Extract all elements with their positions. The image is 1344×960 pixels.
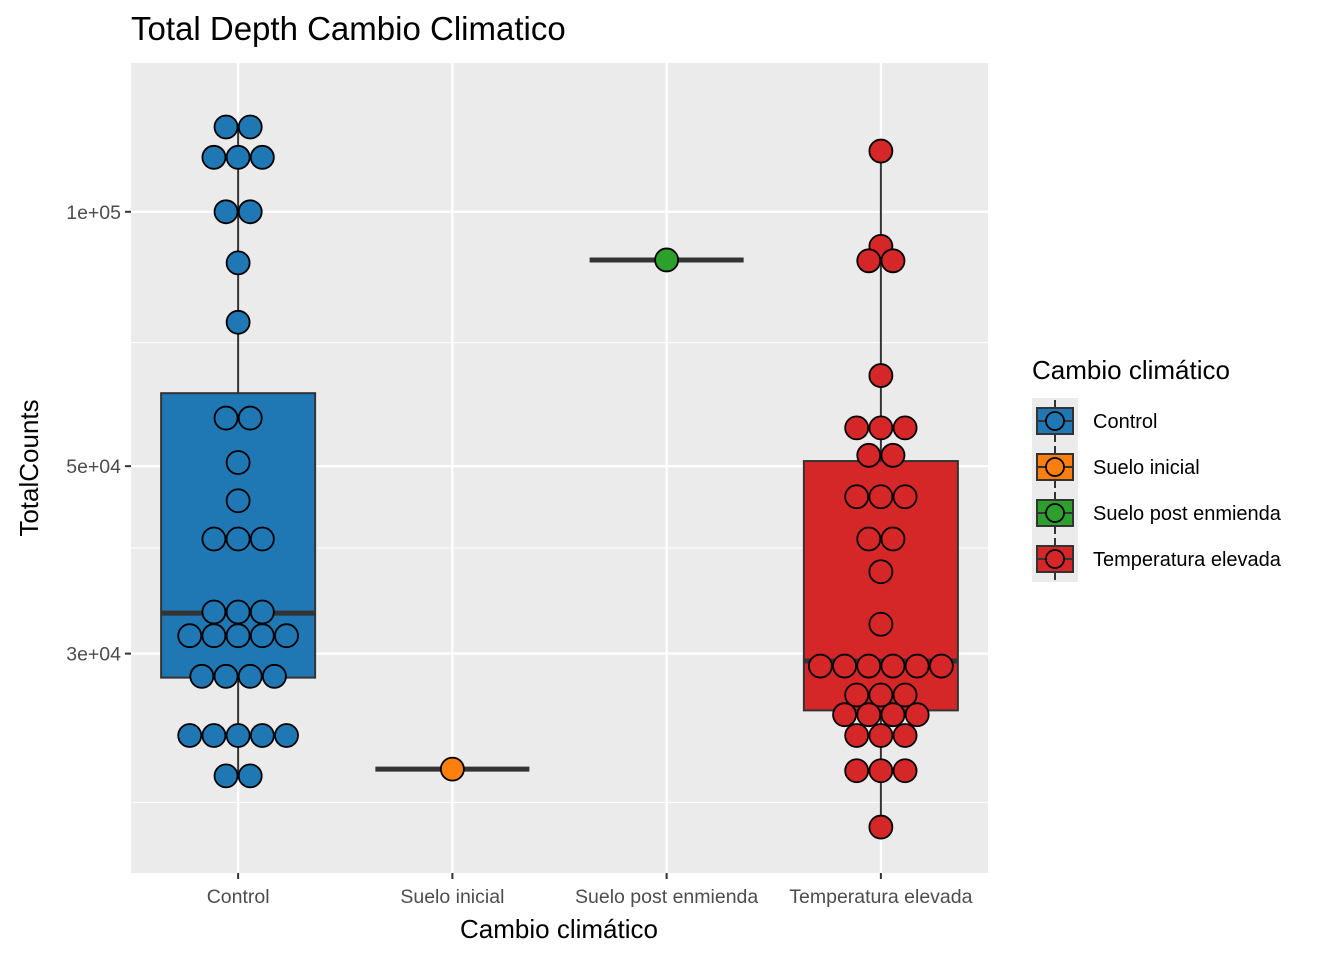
data-point	[201, 526, 227, 552]
data-point	[844, 682, 870, 708]
data-points	[177, 114, 954, 840]
data-point	[225, 488, 251, 514]
data-point	[213, 114, 239, 140]
data-point	[213, 763, 239, 789]
data-point	[868, 363, 894, 388]
data-point	[868, 138, 894, 164]
y-axis-title: TotalCounts	[14, 399, 44, 536]
data-point	[868, 611, 894, 637]
data-point	[225, 450, 251, 475]
data-point	[225, 526, 251, 552]
data-point	[249, 526, 275, 552]
legend-key-dot	[1045, 549, 1065, 569]
data-point	[892, 723, 918, 748]
x-tick-label: Suelo post enmienda	[575, 886, 758, 908]
legend-label: Suelo inicial	[1093, 457, 1200, 479]
data-point	[274, 723, 299, 748]
legend-label: Temperatura elevada	[1093, 549, 1282, 571]
x-tick-label: Control	[207, 886, 270, 908]
data-point	[856, 653, 882, 679]
y-tick-label: 3e+04	[66, 644, 121, 666]
data-point	[880, 526, 906, 552]
data-point	[177, 623, 203, 649]
y-axis: 3e+04 5e+04 1e+05	[66, 202, 131, 666]
data-point	[807, 653, 833, 679]
data-point	[928, 653, 954, 679]
data-point	[237, 114, 263, 140]
data-point	[868, 814, 894, 840]
data-point	[880, 653, 906, 679]
data-point	[880, 442, 906, 468]
data-point	[213, 405, 239, 431]
x-axis: Control Suelo inicial Suelo post enmienda T…	[207, 873, 973, 908]
data-point	[868, 559, 894, 585]
data-point	[832, 702, 857, 728]
data-point	[225, 623, 251, 649]
legend-key-dot	[1045, 457, 1065, 477]
data-point	[856, 702, 882, 728]
x-tick-label: Suelo inicial	[400, 886, 504, 908]
legend-key-dot	[1045, 503, 1065, 523]
data-point	[868, 682, 894, 708]
data-point	[189, 663, 215, 689]
legend-key-dot	[1045, 411, 1065, 431]
legend-title: Cambio climático	[1032, 355, 1230, 385]
data-point	[844, 723, 870, 748]
data-point	[237, 763, 263, 789]
data-point	[892, 758, 918, 784]
data-point	[225, 309, 251, 335]
data-point	[904, 702, 930, 728]
data-point	[844, 415, 870, 441]
data-point	[856, 248, 882, 274]
data-point	[892, 484, 918, 510]
data-point	[249, 144, 275, 170]
data-point	[201, 623, 227, 649]
data-point	[249, 623, 275, 649]
data-point	[274, 623, 299, 649]
data-point	[225, 599, 251, 625]
legend-label: Control	[1093, 411, 1157, 433]
data-point	[880, 248, 906, 274]
data-point	[262, 663, 287, 689]
legend-label: Suelo post enmienda	[1093, 503, 1282, 525]
y-tick-label: 5e+04	[66, 456, 121, 478]
data-point	[892, 415, 918, 441]
data-point	[201, 144, 227, 170]
data-point	[237, 199, 263, 225]
data-point	[856, 442, 882, 468]
data-point	[439, 756, 465, 782]
data-point	[832, 653, 857, 679]
data-point	[237, 405, 263, 431]
data-point	[201, 599, 227, 625]
data-point	[856, 526, 882, 552]
data-point	[654, 247, 680, 273]
x-axis-title: Cambio climático	[460, 914, 658, 944]
data-point	[868, 723, 894, 748]
data-point	[225, 723, 251, 748]
y-tick-label: 1e+05	[66, 202, 121, 224]
data-point	[213, 199, 239, 225]
data-point	[213, 663, 239, 689]
data-point	[237, 663, 263, 689]
data-point	[892, 682, 918, 708]
data-point	[201, 723, 227, 748]
chart-title: Total Depth Cambio Climatico	[131, 10, 566, 47]
data-point	[868, 758, 894, 784]
legend: Cambio climático Control Suelo inicial Sue…	[1032, 355, 1282, 582]
data-point	[904, 653, 930, 679]
data-point	[249, 599, 275, 625]
data-point	[844, 758, 870, 784]
data-point	[868, 415, 894, 441]
data-point	[868, 484, 894, 510]
data-point	[844, 484, 870, 510]
data-point	[225, 250, 251, 276]
x-tick-label: Temperatura elevada	[789, 886, 972, 908]
data-point	[249, 723, 275, 748]
data-point	[880, 702, 906, 728]
data-point	[177, 723, 203, 748]
data-point	[225, 144, 251, 170]
